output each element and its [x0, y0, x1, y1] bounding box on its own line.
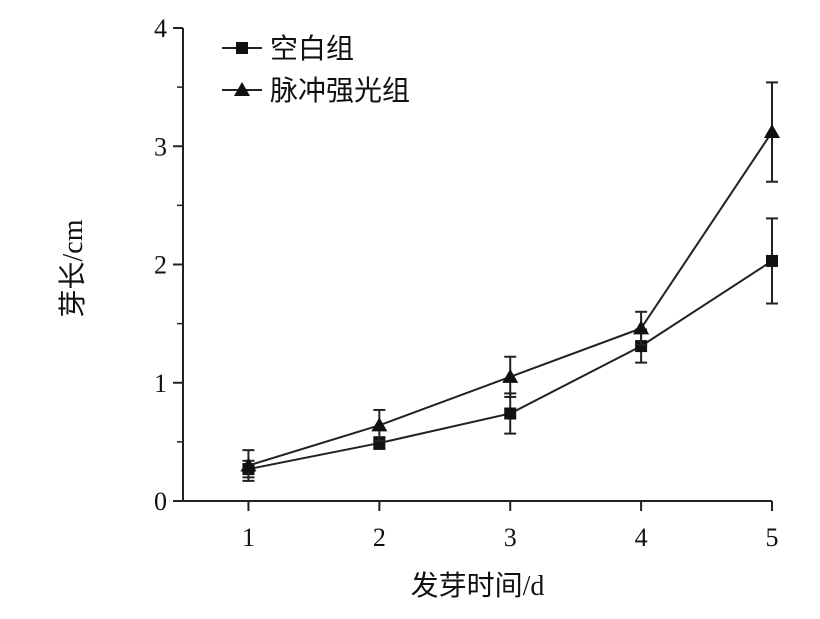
- x-tick-label: 3: [504, 523, 517, 552]
- square-marker: [635, 340, 648, 353]
- x-tick-label: 2: [373, 523, 386, 552]
- y-tick-label: 0: [154, 487, 167, 516]
- triangle-marker: [240, 457, 257, 472]
- y-tick-label: 2: [154, 251, 167, 280]
- legend-item: 空白组: [222, 33, 354, 65]
- series-triangle: [240, 81, 780, 482]
- axes: 0 1 2 3 4 1 2 3 4 5: [154, 14, 779, 552]
- triangle-marker: [234, 82, 250, 96]
- square-marker: [504, 407, 517, 420]
- square-marker: [766, 254, 778, 267]
- series-square: [242, 217, 778, 479]
- x-tick-label: 4: [635, 523, 648, 552]
- legend-item: 脉冲强光组: [222, 75, 410, 107]
- x-tick-label: 5: [766, 523, 779, 552]
- y-axis-title: 芽长/cm: [57, 219, 89, 317]
- triangle-marker: [633, 320, 650, 335]
- triangle-marker: [764, 124, 780, 139]
- x-tick-label: 1: [242, 523, 255, 552]
- y-tick-label: 4: [154, 14, 167, 43]
- legend-label: 脉冲强光组: [270, 75, 410, 107]
- y-tick-label: 3: [154, 132, 167, 161]
- triangle-marker: [371, 417, 388, 432]
- square-marker: [236, 42, 248, 54]
- series-layer: [240, 81, 780, 482]
- y-ticks: 0 1 2 3 4: [154, 14, 183, 516]
- triangle-marker: [502, 368, 519, 383]
- x-ticks: 1 2 3 4 5: [242, 501, 779, 552]
- x-axis-title: 发芽时间/d: [411, 570, 545, 602]
- legend-label: 空白组: [270, 33, 354, 65]
- y-tick-label: 1: [154, 369, 167, 398]
